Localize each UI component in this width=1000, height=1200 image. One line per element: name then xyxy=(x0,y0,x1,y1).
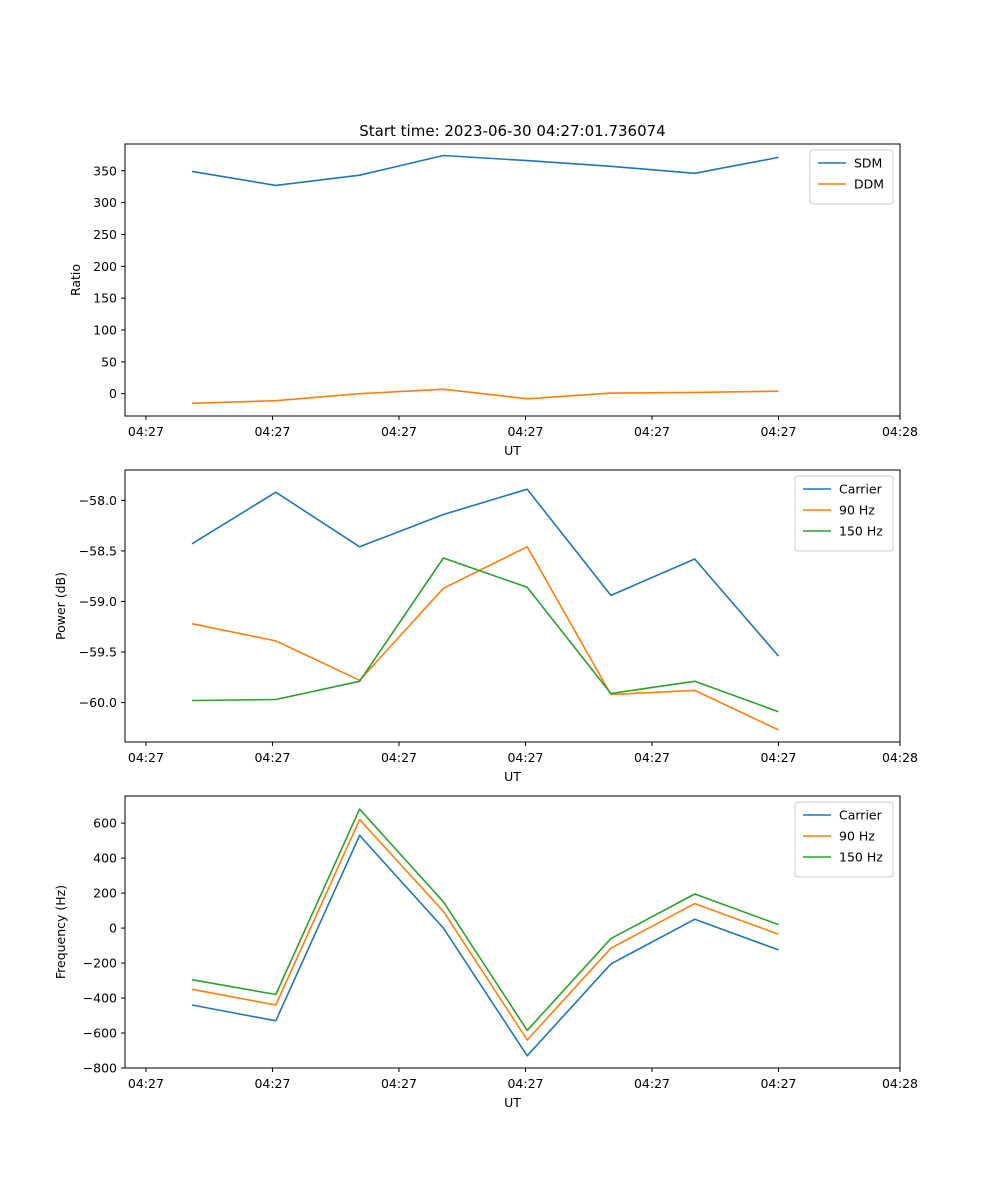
series-line-ddm xyxy=(191,388,779,405)
x-tick-label: 04:27 xyxy=(634,424,670,439)
x-tick-label: 04:27 xyxy=(381,750,417,765)
figure-title: Start time: 2023-06-30 04:27:01.736074 xyxy=(359,122,665,140)
x-tick-label: 04:27 xyxy=(507,750,543,765)
legend-label: 90 Hz xyxy=(839,829,875,844)
y-tick-label: 600 xyxy=(93,816,117,831)
x-tick-label: 04:28 xyxy=(882,1076,918,1091)
legend-label: DDM xyxy=(854,177,884,192)
x-tick-label: 04:27 xyxy=(634,1076,670,1091)
y-tick-label: 400 xyxy=(93,851,117,866)
legend-label: 90 Hz xyxy=(839,503,875,518)
x-tick-label: 04:28 xyxy=(882,750,918,765)
legend-box xyxy=(794,475,894,552)
x-tick-label: 04:27 xyxy=(128,1076,164,1091)
y-axis-label: Power (dB) xyxy=(53,572,68,640)
y-tick-label: −58.5 xyxy=(79,543,117,558)
x-tick-label: 04:27 xyxy=(381,1076,417,1091)
series-line-sdm xyxy=(191,154,779,187)
y-tick-label: 350 xyxy=(93,163,117,178)
y-tick-label: −59.5 xyxy=(79,645,117,660)
legend: Carrier 90 Hz 150 Hz xyxy=(794,475,894,552)
y-tick-label: 200 xyxy=(93,886,117,901)
x-axis-label: UT xyxy=(504,1095,521,1110)
y-tick-label: 250 xyxy=(93,227,117,242)
series-line-90-hz xyxy=(191,545,779,731)
y-tick-label: −60.0 xyxy=(79,695,117,710)
y-tick-label: 300 xyxy=(93,195,117,210)
y-tick-label: −58.0 xyxy=(79,493,117,508)
y-axis-label: Ratio xyxy=(68,264,83,296)
legend-box xyxy=(794,801,894,878)
chart-panel-1: 04:27 04:27 04:27 04:27 04:27 04:27 04:28 0 50 10… xyxy=(68,143,918,458)
x-tick-label: 04:28 xyxy=(882,424,918,439)
x-tick-label: 04:27 xyxy=(128,750,164,765)
y-tick-label: 50 xyxy=(101,354,117,369)
y-tick-label: 100 xyxy=(93,323,117,338)
x-tick-label: 04:27 xyxy=(507,424,543,439)
legend-label: Carrier xyxy=(839,808,883,823)
x-axis-label: UT xyxy=(504,443,521,458)
y-tick-label: 0 xyxy=(109,921,117,936)
chart-panel-2: 04:27 04:27 04:27 04:27 04:27 04:27 04:28 −60.0… xyxy=(53,469,918,784)
legend: SDM DDM xyxy=(809,149,894,205)
series-line-carrier xyxy=(191,488,780,657)
axes-frame xyxy=(124,795,901,1069)
y-tick-label: −800 xyxy=(83,1061,117,1076)
axes-frame xyxy=(124,469,901,743)
series-line-carrier xyxy=(191,834,779,1057)
y-tick-label: 150 xyxy=(93,291,117,306)
x-tick-label: 04:27 xyxy=(254,1076,290,1091)
x-tick-label: 04:27 xyxy=(381,424,417,439)
y-tick-label: −200 xyxy=(83,956,117,971)
x-axis-label: UT xyxy=(504,769,521,784)
y-tick-label: −59.0 xyxy=(79,594,117,609)
y-tick-label: 200 xyxy=(93,259,117,274)
x-tick-label: 04:27 xyxy=(254,424,290,439)
x-tick-label: 04:27 xyxy=(507,1076,543,1091)
x-tick-label: 04:27 xyxy=(634,750,670,765)
x-tick-label: 04:27 xyxy=(760,1076,796,1091)
series-line-90-hz xyxy=(191,818,779,1041)
series-line-150-hz xyxy=(191,808,779,1032)
x-tick-label: 04:27 xyxy=(760,750,796,765)
axes-frame xyxy=(124,143,901,417)
series-line-150-hz xyxy=(191,557,779,713)
x-tick-label: 04:27 xyxy=(254,750,290,765)
legend: Carrier 90 Hz 150 Hz xyxy=(794,801,894,878)
legend-label: Carrier xyxy=(839,482,883,497)
x-tick-label: 04:27 xyxy=(760,424,796,439)
y-tick-label: −600 xyxy=(83,1026,117,1041)
legend-label: SDM xyxy=(854,156,882,171)
legend-label: 150 Hz xyxy=(839,524,883,539)
legend-label: 150 Hz xyxy=(839,850,883,865)
y-tick-label: 0 xyxy=(109,386,117,401)
y-axis-label: Frequency (Hz) xyxy=(53,885,68,979)
chart-panel-3: 04:27 04:27 04:27 04:27 04:27 04:27 04:28 −800 −… xyxy=(53,795,918,1110)
y-tick-label: −400 xyxy=(83,991,117,1006)
x-tick-label: 04:27 xyxy=(128,424,164,439)
